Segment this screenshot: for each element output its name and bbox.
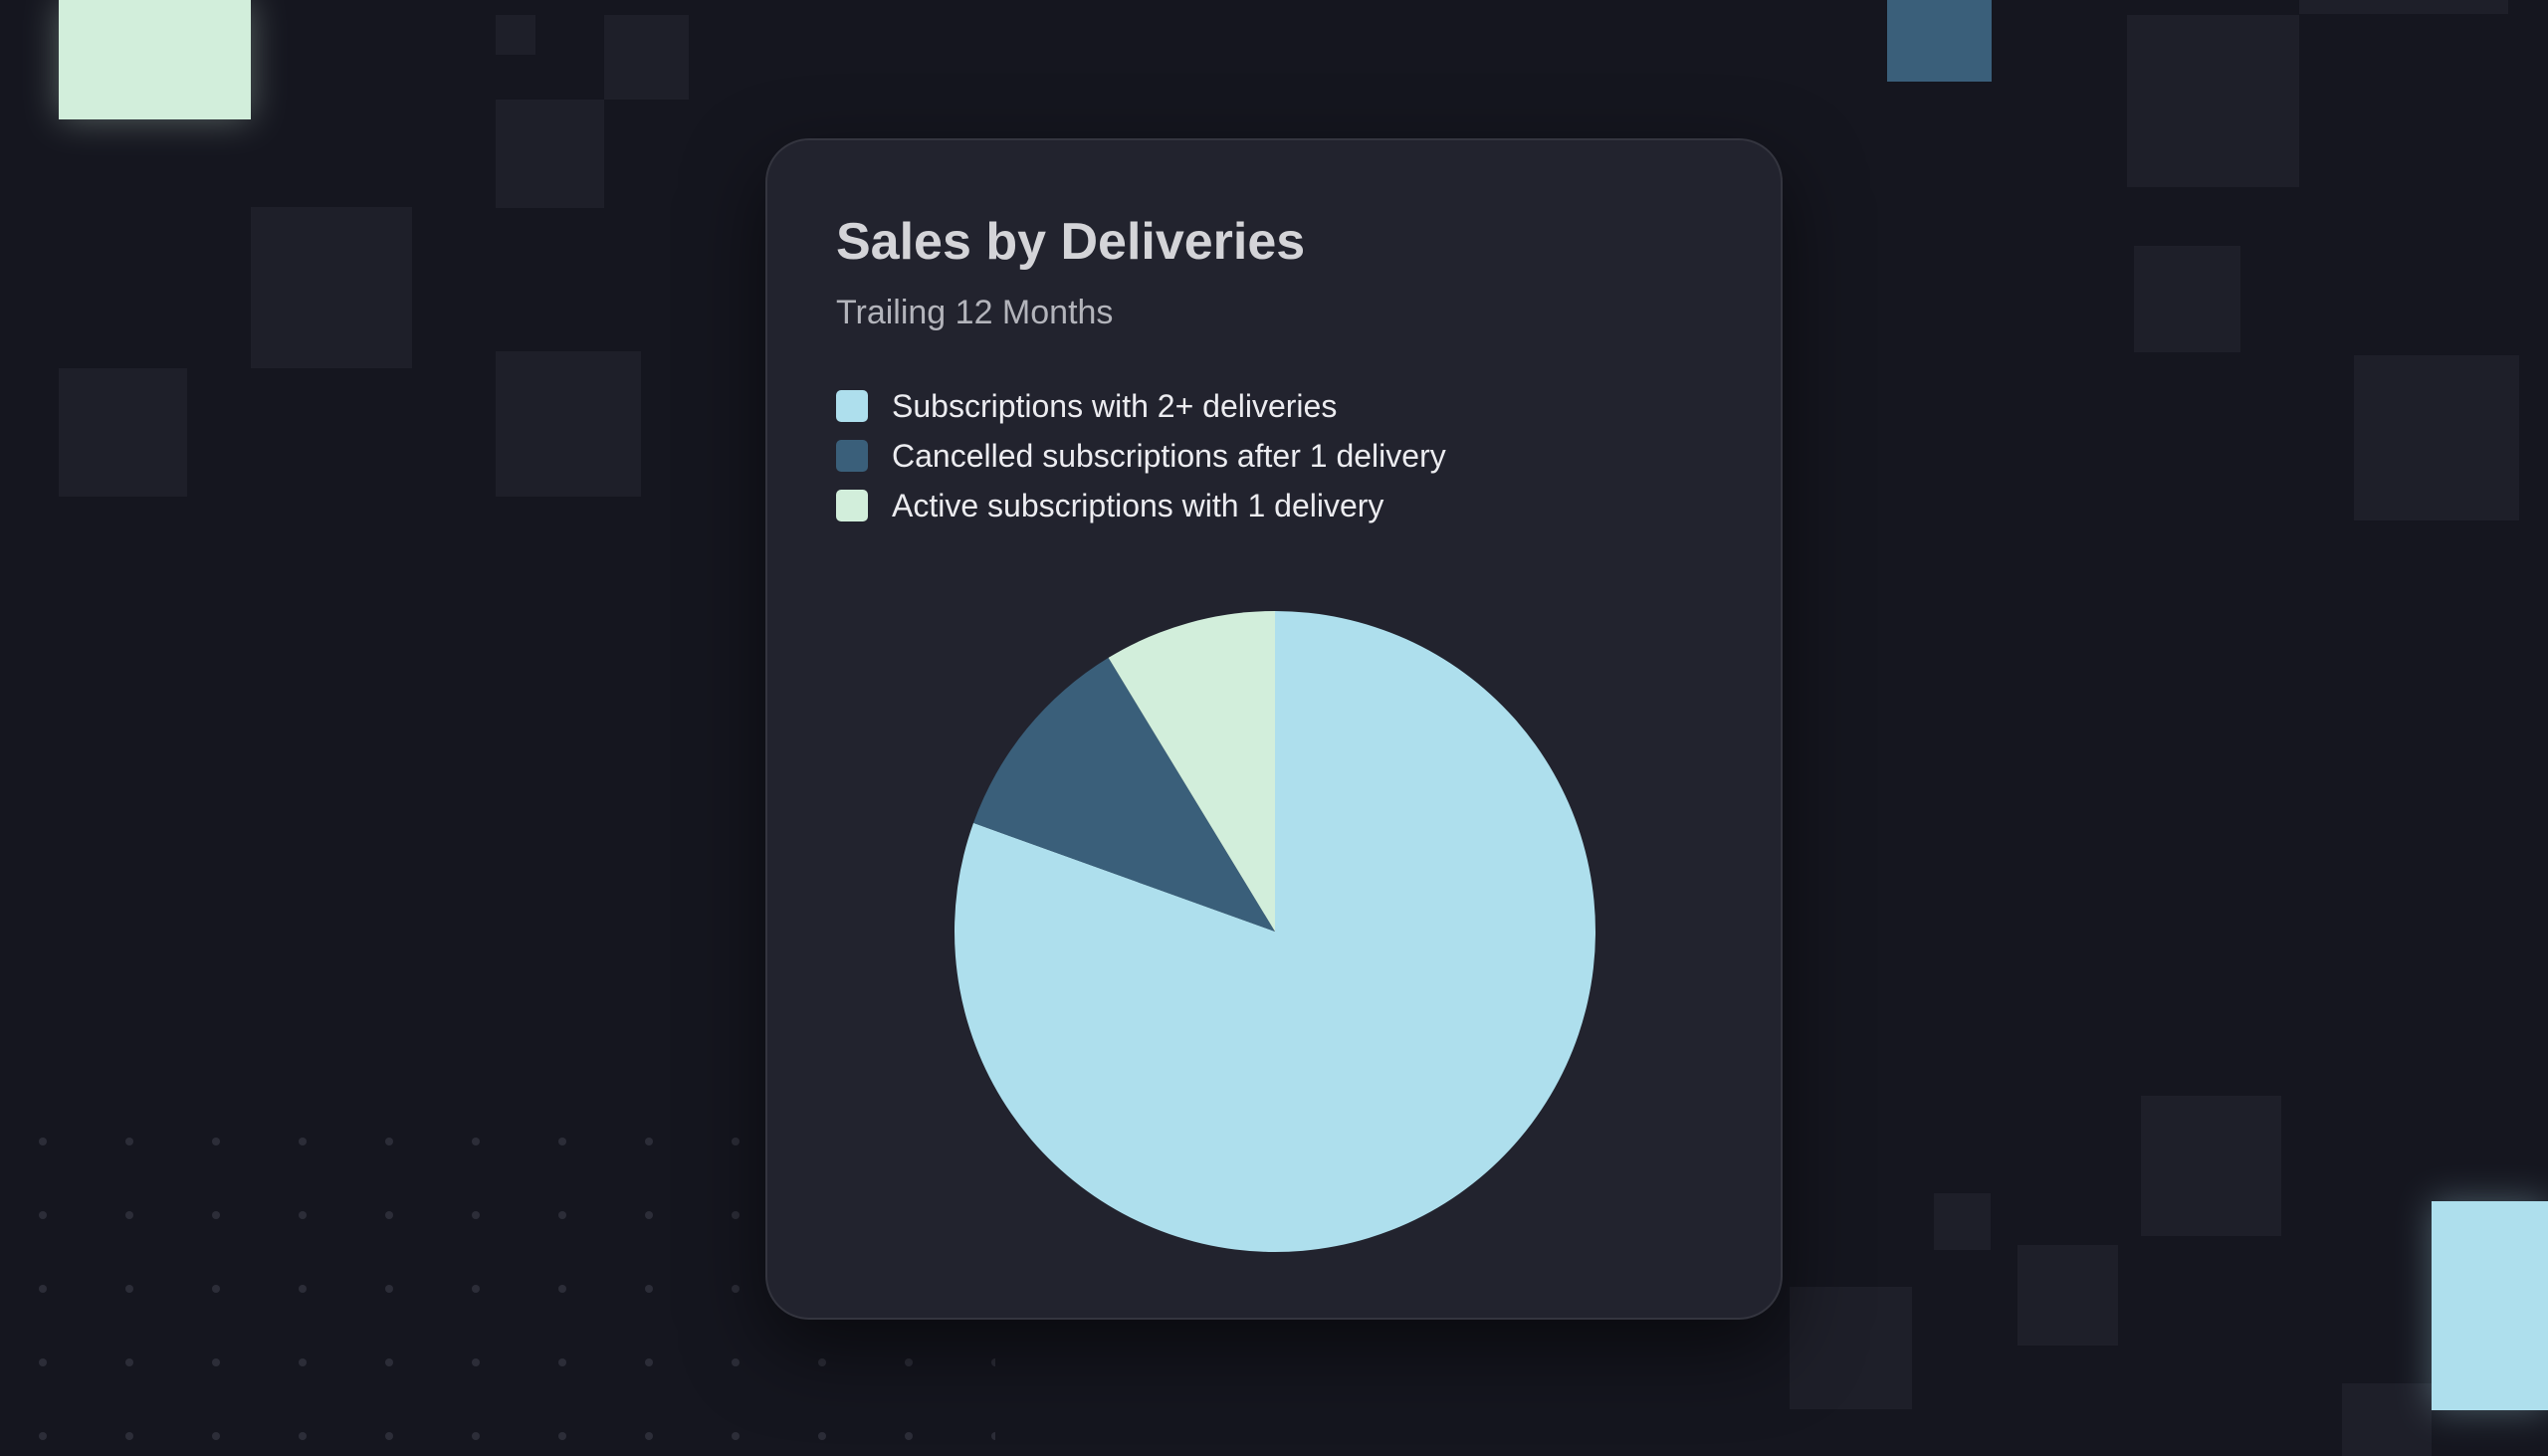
legend-item: Subscriptions with 2+ deliveries (836, 381, 1446, 431)
chart-title: Sales by Deliveries (836, 213, 1306, 271)
legend-label: Active subscriptions with 1 delivery (892, 487, 1384, 523)
pie-slice (955, 611, 1595, 1252)
decor-block (59, 0, 251, 119)
chart-card: Sales by Deliveries Trailing 12 Months S… (765, 138, 1783, 1320)
decor-block (2432, 1201, 2548, 1410)
decor-squares (59, 0, 2519, 1456)
legend-swatch (836, 390, 868, 422)
legend-swatch (836, 490, 868, 521)
chart-subtitle: Trailing 12 Months (836, 294, 1114, 331)
legend-label: Subscriptions with 2+ deliveries (892, 387, 1338, 424)
legend-swatch (836, 440, 868, 472)
legend-item: Active subscriptions with 1 delivery (836, 481, 1446, 530)
pie-slice (1108, 611, 1275, 932)
legend-item: Cancelled subscriptions after 1 delivery (836, 431, 1446, 481)
decor-block (1887, 0, 1992, 82)
legend-label: Cancelled subscriptions after 1 delivery (892, 437, 1446, 474)
pie-chart (955, 611, 1595, 1252)
pie-slice (973, 657, 1275, 932)
legend: Subscriptions with 2+ deliveries Cancelle… (836, 381, 1446, 530)
